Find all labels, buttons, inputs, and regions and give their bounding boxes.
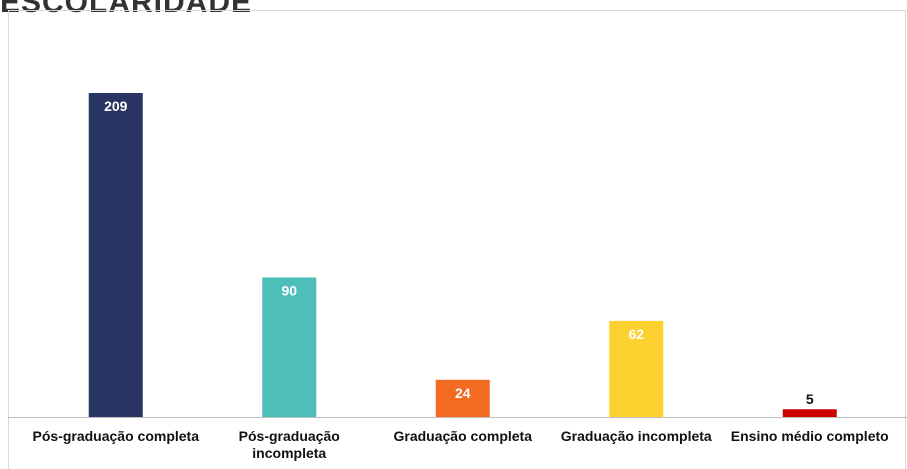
x-tick-label: Graduação incompleta	[560, 428, 712, 444]
chart-frame	[8, 10, 906, 469]
bar	[609, 320, 664, 417]
value-label: 24	[455, 385, 471, 401]
value-label: 5	[806, 391, 814, 407]
x-tick-label: Graduação completa	[393, 428, 533, 444]
x-tick-label: Pós-graduação incompleta	[238, 428, 340, 461]
value-label: 62	[628, 326, 644, 342]
bar	[782, 409, 837, 417]
bar	[262, 277, 317, 417]
x-tick-label: Ensino médio completo	[730, 428, 889, 444]
value-label: 90	[281, 282, 297, 298]
x-tick-label: Pós-graduação completa	[32, 428, 200, 444]
value-label: 209	[104, 98, 128, 114]
chart-title: ESCOLARIDADE	[0, 0, 253, 19]
bar	[88, 93, 143, 417]
bar	[435, 379, 490, 417]
